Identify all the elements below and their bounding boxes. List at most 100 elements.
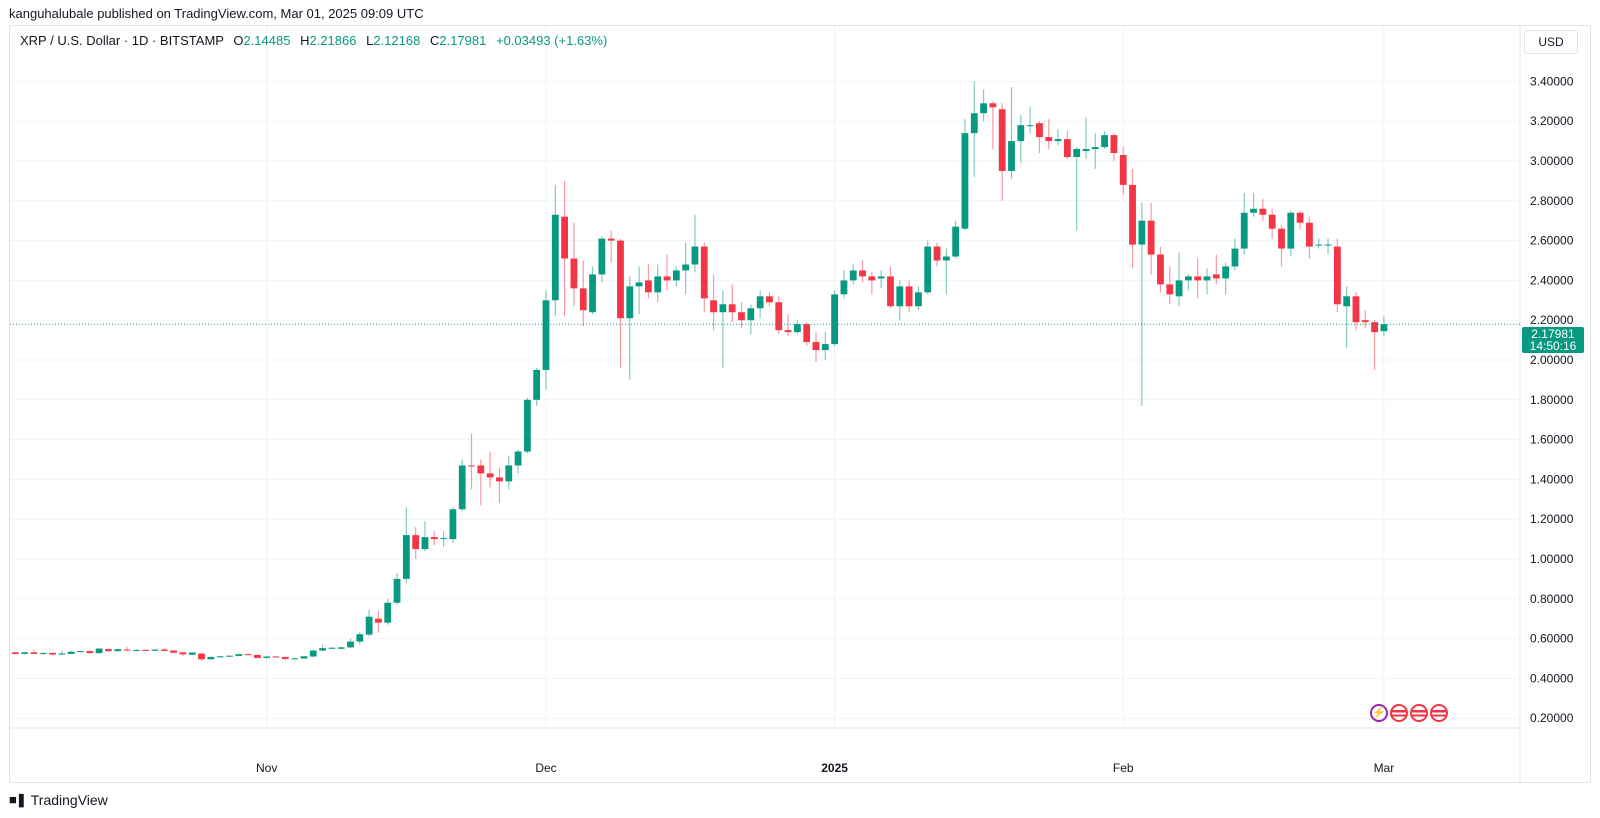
candle-body xyxy=(39,652,47,654)
candle xyxy=(1045,119,1053,150)
candle xyxy=(272,656,280,658)
candle xyxy=(868,272,876,295)
candle-body xyxy=(942,256,950,261)
candle-body xyxy=(1017,125,1025,142)
candle-body xyxy=(179,652,187,655)
currency-button[interactable]: USD xyxy=(1524,30,1578,54)
us-flag-icon[interactable] xyxy=(1390,704,1408,722)
candle-body xyxy=(375,618,382,623)
candle-body xyxy=(635,282,643,287)
candle xyxy=(235,653,243,657)
candle-body xyxy=(123,649,131,651)
candle-body xyxy=(598,238,606,275)
lightning-icon[interactable]: ⚡ xyxy=(1370,704,1388,722)
candle-body xyxy=(1278,228,1285,249)
tradingview-logo[interactable]: ■❚ TradingView xyxy=(9,792,108,808)
candle xyxy=(561,180,569,317)
candle xyxy=(542,290,550,390)
candle-body xyxy=(1240,212,1248,249)
y-tick-label: 2.40000 xyxy=(1530,273,1574,287)
candle xyxy=(300,655,308,660)
candle xyxy=(328,646,336,649)
candle xyxy=(384,598,392,625)
candle-body xyxy=(989,103,997,108)
candle xyxy=(291,657,299,660)
candle-body xyxy=(114,649,122,652)
candle-body xyxy=(1129,184,1136,245)
candle-body xyxy=(775,302,783,331)
candle-body xyxy=(1091,147,1099,150)
candles xyxy=(11,81,1388,661)
candle-body xyxy=(1333,246,1341,305)
candle xyxy=(1361,310,1369,329)
candle xyxy=(1129,168,1136,269)
candle-body xyxy=(840,280,848,295)
candle xyxy=(179,651,187,657)
candle xyxy=(663,254,671,291)
candle-body xyxy=(486,473,494,478)
candle xyxy=(933,242,941,267)
us-flag-icon[interactable] xyxy=(1410,704,1428,722)
candle-body xyxy=(384,602,392,623)
candle xyxy=(319,644,326,652)
candle-body xyxy=(607,238,615,241)
candle-body xyxy=(756,296,764,309)
candle-body xyxy=(1352,296,1360,323)
price-axis[interactable]: 3.40000 3.20000 3.00000 2.80000 2.60000 2.400… xyxy=(1530,74,1574,725)
candle-body xyxy=(849,270,857,281)
candle-body xyxy=(300,656,308,659)
candle xyxy=(915,286,922,311)
candle xyxy=(1268,208,1276,239)
candle xyxy=(998,103,1006,201)
candle-body xyxy=(1138,220,1146,245)
candle xyxy=(1352,292,1360,331)
candle-body xyxy=(896,286,904,307)
us-flag-icon[interactable] xyxy=(1430,704,1448,722)
candle xyxy=(114,648,122,652)
candle xyxy=(989,101,997,150)
candle xyxy=(86,650,94,654)
candle-body xyxy=(21,652,29,654)
y-tick-label: 1.40000 xyxy=(1530,472,1574,486)
candle xyxy=(198,653,205,661)
y-tick-label: 0.80000 xyxy=(1530,592,1574,606)
candle-body xyxy=(514,451,522,466)
time-axis[interactable]: Nov Dec 2025 Feb Mar xyxy=(256,761,1394,775)
grid xyxy=(10,26,1521,783)
low-label: L xyxy=(366,33,374,48)
candle xyxy=(347,638,354,649)
candle xyxy=(887,266,894,309)
y-tick-label: 2.20000 xyxy=(1530,313,1574,327)
candle xyxy=(440,531,447,548)
candle xyxy=(77,650,84,653)
candle xyxy=(505,455,513,490)
candle xyxy=(756,290,764,319)
candle-body xyxy=(1054,139,1062,142)
candle-body xyxy=(887,276,894,307)
candle-body xyxy=(468,465,475,467)
x-tick-label: Feb xyxy=(1113,761,1134,775)
candle xyxy=(626,276,634,380)
y-tick-label: 2.80000 xyxy=(1530,194,1574,208)
candle-body xyxy=(691,246,699,265)
candle-body xyxy=(1380,324,1388,332)
published-note: kanguhalubale published on TradingView.c… xyxy=(9,6,424,21)
candle-body xyxy=(198,653,205,660)
candle-body xyxy=(49,652,56,655)
candle xyxy=(1054,129,1062,146)
candle-body xyxy=(570,258,578,289)
candle-body xyxy=(1175,280,1183,297)
candle-body xyxy=(132,649,140,651)
candle xyxy=(514,449,522,474)
candle-body xyxy=(970,113,978,134)
candle-body xyxy=(766,296,773,303)
candle xyxy=(635,266,643,315)
candle-body xyxy=(998,109,1006,171)
candle-body xyxy=(1073,149,1081,158)
candle-body xyxy=(1119,155,1127,185)
candle-body xyxy=(253,654,261,658)
candle xyxy=(1259,198,1267,221)
candle-body xyxy=(952,226,960,257)
candle xyxy=(1343,286,1351,349)
